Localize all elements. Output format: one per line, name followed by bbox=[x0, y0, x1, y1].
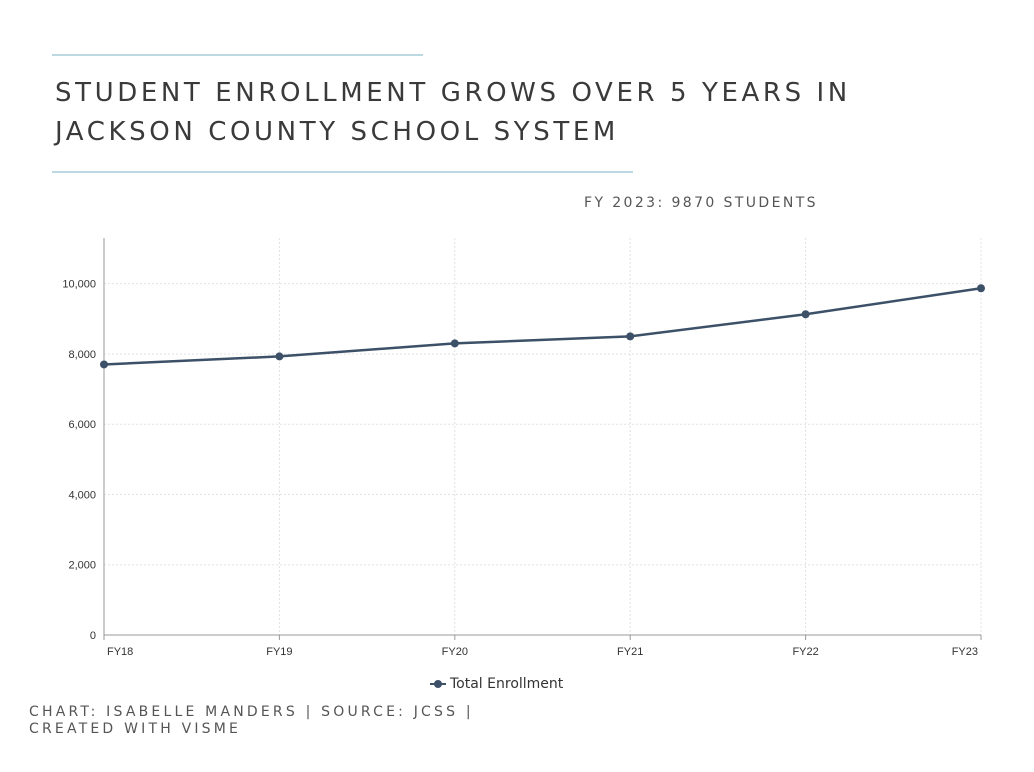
data-point bbox=[801, 310, 810, 319]
data-point bbox=[626, 332, 635, 341]
x-tick-label: FY19 bbox=[266, 646, 292, 658]
x-tick-label: FY22 bbox=[792, 646, 818, 658]
chart-title: STUDENT ENROLLMENT GROWS OVER 5 YEARS IN… bbox=[55, 74, 1015, 152]
y-tick-label: 8,000 bbox=[68, 349, 96, 361]
credit-line-1: CHART: ISABELLE MANDERS | SOURCE: JCSS | bbox=[29, 704, 474, 720]
legend-label: Total Enrollment bbox=[450, 676, 564, 692]
legend-marker-dot bbox=[434, 680, 442, 688]
y-tick-label: 4,000 bbox=[68, 489, 96, 501]
data-point bbox=[977, 284, 985, 293]
x-tick-label: FY18 bbox=[107, 646, 133, 658]
y-tick-label: 10,000 bbox=[62, 279, 96, 291]
data-point bbox=[450, 339, 459, 348]
title-rule-top bbox=[52, 54, 423, 56]
x-tick-label: FY20 bbox=[442, 646, 468, 658]
chart-annotation: FY 2023: 9870 STUDENTS bbox=[584, 195, 818, 211]
y-tick-label: 6,000 bbox=[68, 419, 96, 431]
data-point bbox=[275, 352, 284, 361]
chart-legend[interactable]: Total Enrollment bbox=[430, 676, 563, 692]
y-tick-label: 0 bbox=[90, 630, 96, 642]
legend-marker-icon bbox=[430, 678, 446, 690]
series-line bbox=[103, 287, 982, 366]
chart-title-line-1: STUDENT ENROLLMENT GROWS OVER 5 YEARS IN bbox=[55, 78, 851, 108]
x-tick-label: FY21 bbox=[617, 646, 643, 658]
y-tick-label: 2,000 bbox=[68, 560, 96, 572]
credit-line-2: CREATED WITH VISME bbox=[29, 721, 242, 737]
data-point bbox=[100, 360, 108, 369]
chart-title-line-2: JACKSON COUNTY SCHOOL SYSTEM bbox=[55, 117, 619, 147]
x-tick-label: FY23 bbox=[952, 646, 978, 658]
chart-credit: CHART: ISABELLE MANDERS | SOURCE: JCSS |… bbox=[29, 704, 474, 738]
title-rule-bottom bbox=[52, 171, 633, 173]
